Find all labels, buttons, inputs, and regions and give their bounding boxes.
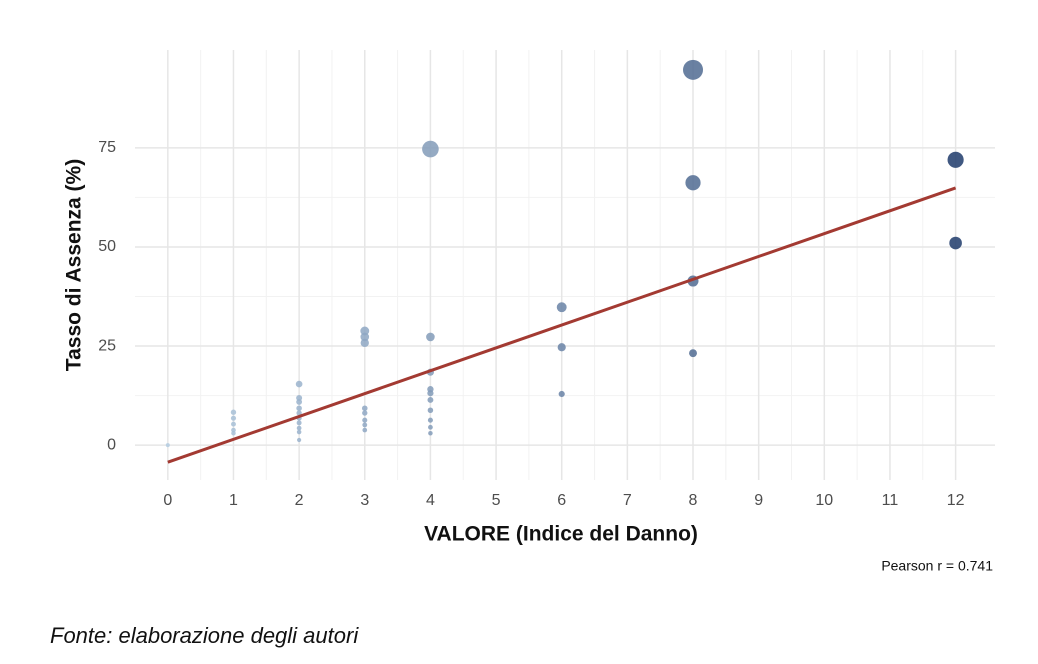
point [556,302,567,313]
x-tick-label: 0 [163,492,172,509]
trend-line [167,186,957,464]
point [427,396,434,403]
x-tick-label: 3 [360,492,369,509]
point [295,380,303,388]
y-axis-label: Tasso di Assenza (%) [63,159,86,371]
point [689,349,697,358]
x-axis-label: VALORE (Indice del Danno) [424,523,698,546]
point [230,415,237,421]
point [297,437,302,443]
point [362,417,368,423]
point [428,424,433,430]
point [947,151,964,168]
point [427,390,434,397]
y-tick-label: 75 [98,139,116,156]
y-tick-label: 25 [98,337,116,354]
point [296,420,302,426]
point [361,405,368,412]
x-tick-label: 8 [689,492,698,509]
point [426,332,435,342]
point [362,410,368,416]
y-tick-label: 50 [98,238,116,255]
point [428,430,433,436]
point [362,427,368,433]
point [427,417,433,423]
point [427,407,434,413]
x-tick-label: 2 [295,492,304,509]
point [683,59,704,80]
point [558,390,565,398]
point [296,405,302,412]
x-tick-label: 5 [492,492,501,509]
x-tick-label: 12 [947,492,965,509]
annotation: Pearson r = 0.741 [881,558,993,574]
x-tick-label: 1 [229,492,238,509]
source-note: Fonte: elaborazione degli autori [50,623,359,648]
point [296,410,302,416]
point [296,429,302,435]
x-tick-label: 9 [754,492,763,509]
point [296,399,303,405]
point [165,443,170,448]
point [231,427,236,433]
point [230,409,237,415]
x-tick-label: 6 [557,492,566,509]
point [422,140,439,158]
x-tick-label: 11 [882,492,899,509]
point [557,343,566,352]
point [360,332,370,342]
point [685,175,701,191]
point [949,236,962,250]
x-tick-label: 10 [815,492,833,509]
point [362,422,368,428]
point [360,338,369,348]
x-tick-label: 7 [623,492,632,509]
point [296,425,302,431]
y-tick-label: 0 [107,436,116,453]
x-tick-label: 4 [426,492,435,509]
point [231,421,236,427]
point [360,326,370,336]
point [231,430,236,436]
